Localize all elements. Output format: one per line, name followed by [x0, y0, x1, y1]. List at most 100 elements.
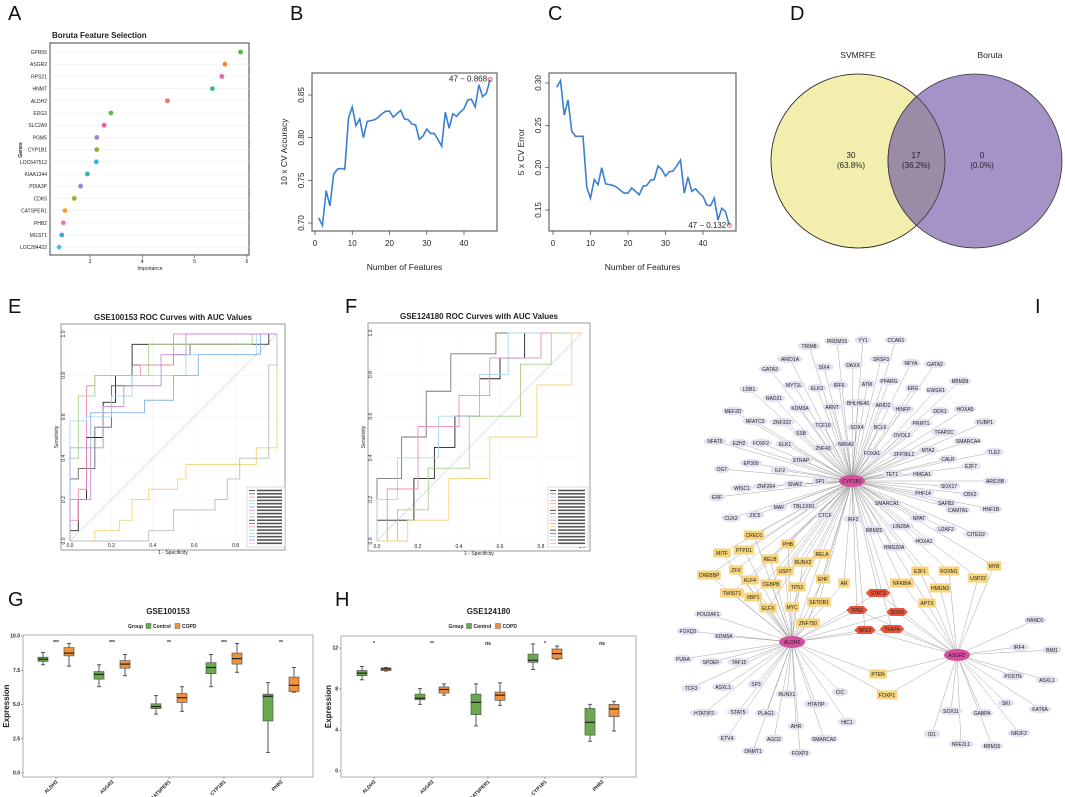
- node-TP53[interactable]: TP53: [788, 582, 806, 592]
- node-FOXP3[interactable]: FOXP3: [788, 748, 812, 758]
- node-CBX2[interactable]: CBX2: [960, 489, 980, 499]
- node-HIC1[interactable]: HIC1: [837, 717, 857, 727]
- node-DNMT1[interactable]: DNMT1: [741, 746, 765, 756]
- node-RBM15[interactable]: RBM15: [980, 741, 1004, 751]
- node-CITED2[interactable]: CITED2: [963, 529, 989, 539]
- node-ERF[interactable]: ERF: [708, 492, 726, 502]
- node-STRAP[interactable]: STRAP: [789, 455, 813, 465]
- hub-node-ASGR2[interactable]: ASGR2: [944, 649, 970, 661]
- node-ARID2[interactable]: ARID2: [871, 400, 895, 410]
- node-PHB[interactable]: PHB: [780, 539, 796, 549]
- node-DAXX[interactable]: DAXX: [843, 360, 863, 370]
- node-MTA2[interactable]: MTA2: [918, 445, 938, 455]
- node-RBM25[interactable]: RBM25: [862, 525, 886, 535]
- node-FOXA1[interactable]: FOXA1: [860, 448, 884, 458]
- node-KDM3A[interactable]: KDM3A: [788, 403, 812, 413]
- node-NFKBIA[interactable]: NFKBIA: [890, 578, 914, 588]
- node-ERG[interactable]: ERG: [904, 383, 922, 393]
- node-EWSR1[interactable]: EWSR1: [924, 385, 948, 395]
- node-IRF6[interactable]: IRF6: [829, 380, 849, 390]
- node-POSTN[interactable]: POSTN: [1001, 671, 1025, 681]
- node-BCL6[interactable]: BCL6: [870, 422, 890, 432]
- node-GATA3[interactable]: GATA3: [758, 364, 782, 374]
- node-ILF2[interactable]: ILF2: [770, 465, 790, 475]
- node-ELK1[interactable]: ELK1: [775, 439, 795, 449]
- node-ASXL1[interactable]: ASXL1: [1035, 675, 1059, 685]
- node-NR2F2[interactable]: NR2F2: [1007, 728, 1031, 738]
- node-RUNX1[interactable]: RUNX1: [775, 689, 799, 699]
- node-KAT6A[interactable]: KAT6A: [1028, 704, 1052, 714]
- node-RUNX2[interactable]: RUNX2: [792, 557, 814, 567]
- node-ELK3[interactable]: ELK3: [807, 383, 827, 393]
- node-FOXM1[interactable]: FOXM1: [938, 566, 960, 576]
- node-CCAR1[interactable]: CCAR1: [884, 335, 908, 345]
- node-MYC[interactable]: MYC: [784, 602, 800, 612]
- node-OVOL2[interactable]: OVOL2: [890, 430, 914, 440]
- node-ZFP36L1[interactable]: ZFP36L1: [889, 449, 919, 459]
- node-ASXL1[interactable]: ASXL1: [711, 682, 735, 692]
- node-APTX[interactable]: APTX: [918, 598, 936, 608]
- node-YY1[interactable]: YY1: [854, 335, 872, 345]
- node-E2F1[interactable]: E2F1: [911, 566, 929, 576]
- node-PLAG1[interactable]: PLAG1: [754, 708, 778, 718]
- node-AGO2[interactable]: AGO2: [764, 734, 784, 744]
- node-CEBPB[interactable]: CEBPB: [760, 579, 782, 589]
- node-CUX2[interactable]: CUX2: [721, 513, 741, 523]
- node-HMG20A[interactable]: HMG20A: [881, 542, 907, 552]
- node-EZH2[interactable]: EZH2: [729, 438, 749, 448]
- node-TLE2[interactable]: TLE2: [984, 447, 1004, 457]
- node-STAT3[interactable]: STAT3: [865, 589, 891, 597]
- node-EHF[interactable]: EHF: [815, 574, 831, 584]
- node-SOX17[interactable]: SOX17: [937, 481, 961, 491]
- node-HOXA1[interactable]: HOXA1: [912, 536, 936, 546]
- node-HTATIP2[interactable]: HTATIP2: [689, 708, 719, 718]
- node-ZNF322[interactable]: ZNF322: [769, 417, 795, 427]
- node-CRED1[interactable]: CRED1: [743, 530, 765, 540]
- node-SRSF3[interactable]: SRSF3: [869, 354, 893, 364]
- node-HINFP[interactable]: HINFP: [891, 404, 915, 414]
- node-SKI[interactable]: SKI: [997, 698, 1015, 708]
- node-PTPD1[interactable]: PTPD1: [733, 545, 755, 555]
- node-DDX1[interactable]: DDX1: [930, 406, 950, 416]
- node-TCF3[interactable]: TCF3: [681, 683, 701, 693]
- node-NFAT5[interactable]: NFAT5: [703, 436, 727, 446]
- node-NFE2[interactable]: NFE2: [854, 626, 876, 634]
- node-MITF[interactable]: MITF: [713, 548, 731, 558]
- node-CALR[interactable]: CALR: [938, 454, 958, 464]
- node-ZNF750[interactable]: ZNF750: [796, 618, 820, 628]
- node-PRDM15[interactable]: PRDM15: [824, 336, 850, 346]
- node-NPAT[interactable]: NPAT: [909, 513, 929, 523]
- node-HMGN3[interactable]: HMGN3: [929, 583, 951, 593]
- node-LDB1[interactable]: LDB1: [739, 384, 759, 394]
- node-OGT[interactable]: OGT: [713, 464, 731, 474]
- node-ETV4[interactable]: ETV4: [717, 733, 737, 743]
- node-TCF19[interactable]: TCF19: [811, 420, 835, 430]
- node-LIN28A[interactable]: LIN28A: [888, 521, 914, 531]
- node-NFATC3[interactable]: NFATC3: [742, 416, 768, 426]
- node-FOXF2[interactable]: FOXF2: [749, 438, 773, 448]
- node-ARID1A[interactable]: ARID1A: [777, 354, 803, 364]
- node-SAFB2[interactable]: SAFB2: [934, 498, 958, 508]
- node-ELF3[interactable]: ELF3: [759, 603, 777, 613]
- node-SP3[interactable]: SP3: [747, 679, 765, 689]
- node-NFYA[interactable]: NFYA: [901, 358, 921, 368]
- node-USP22[interactable]: USP22: [967, 573, 989, 583]
- node-SIX4[interactable]: SIX4: [814, 362, 834, 372]
- node-GATA2[interactable]: GATA2: [923, 359, 947, 369]
- node-SMARCA4[interactable]: SMARCA4: [953, 436, 983, 446]
- node-TFAP2C[interactable]: TFAP2C: [931, 427, 957, 437]
- node-RBM39[interactable]: RBM39: [948, 376, 972, 386]
- node-FOXP1[interactable]: FOXP1: [876, 690, 898, 700]
- node-CREBBP[interactable]: CREBBP: [697, 570, 721, 580]
- node-MAF[interactable]: MAF: [770, 502, 788, 512]
- node-ZNF43[interactable]: ZNF43: [811, 443, 835, 453]
- node-BHLHE40[interactable]: BHLHE40: [843, 398, 873, 408]
- node-TRIM8[interactable]: TRIM8: [797, 341, 821, 351]
- node-AHR[interactable]: AHR: [787, 721, 805, 731]
- node-ZIC5[interactable]: ZIC5: [745, 510, 765, 520]
- node-PPARG[interactable]: PPARG: [877, 376, 901, 386]
- node-HTATIP[interactable]: HTATIP: [803, 699, 829, 709]
- node-MEF2D[interactable]: MEF2D: [721, 406, 745, 416]
- node-HNF1B[interactable]: HNF1B: [979, 504, 1003, 514]
- node-WISC1[interactable]: WISC1: [730, 483, 754, 493]
